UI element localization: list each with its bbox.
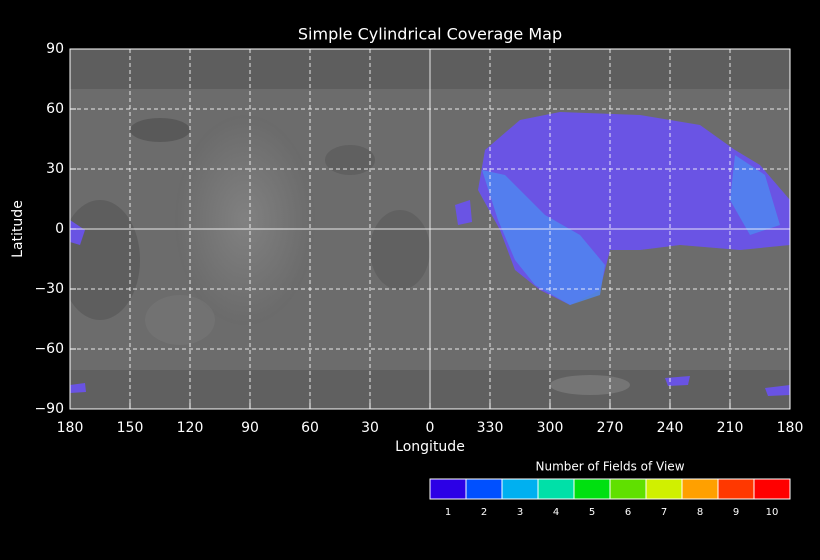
y-tick-label: 30 (46, 161, 64, 177)
legend-swatch (573, 478, 611, 500)
x-tick-label: 60 (301, 420, 319, 436)
legend: 1 2 3 4 5 6 7 8 9 10 (429, 478, 791, 518)
grid (69, 48, 791, 410)
legend-label: 8 (697, 507, 703, 518)
legend-label: 7 (661, 507, 667, 518)
legend-label: 6 (625, 507, 631, 518)
y-tick-label: 60 (46, 101, 64, 117)
legend-label: 1 (445, 507, 451, 518)
y-tick-label: 0 (55, 221, 64, 237)
legend-swatch (465, 478, 503, 500)
x-tick-label: 90 (241, 420, 259, 436)
x-tick-label: 240 (657, 420, 684, 436)
legend-swatch (609, 478, 647, 500)
legend-swatch (717, 478, 755, 500)
y-tick-label: −90 (34, 401, 64, 417)
legend-title: Number of Fields of View (535, 460, 684, 474)
legend-label: 4 (553, 507, 559, 518)
x-tick-label: 330 (477, 420, 504, 436)
x-tick-label: 180 (57, 420, 84, 436)
legend-label: 2 (481, 507, 487, 518)
legend-swatch (753, 478, 791, 500)
x-tick-label: 150 (117, 420, 144, 436)
map-title: Simple Cylindrical Coverage Map (298, 25, 562, 44)
legend-label: 5 (589, 507, 595, 518)
legend-label: 3 (517, 507, 523, 518)
legend-swatch (681, 478, 719, 500)
x-tick-label: 30 (361, 420, 379, 436)
y-axis-label: Latitude (10, 200, 26, 258)
y-tick-label: −30 (34, 281, 64, 297)
legend-swatch (537, 478, 575, 500)
legend-label: 10 (766, 507, 779, 518)
x-tick-label: 300 (537, 420, 564, 436)
coverage (70, 112, 790, 396)
x-tick-label: 270 (597, 420, 624, 436)
legend-swatch (645, 478, 683, 500)
legend-label: 9 (733, 507, 739, 518)
x-tick-label: 210 (717, 420, 744, 436)
y-tick-label: −60 (34, 341, 64, 357)
y-tick-label: 90 (46, 41, 64, 57)
x-tick-label: 180 (777, 420, 804, 436)
legend-swatch (501, 478, 539, 500)
x-tick-label: 120 (177, 420, 204, 436)
x-tick-label: 0 (426, 420, 435, 436)
legend-swatch (429, 478, 467, 500)
x-axis-label: Longitude (395, 439, 465, 455)
plot-frame (69, 48, 791, 410)
